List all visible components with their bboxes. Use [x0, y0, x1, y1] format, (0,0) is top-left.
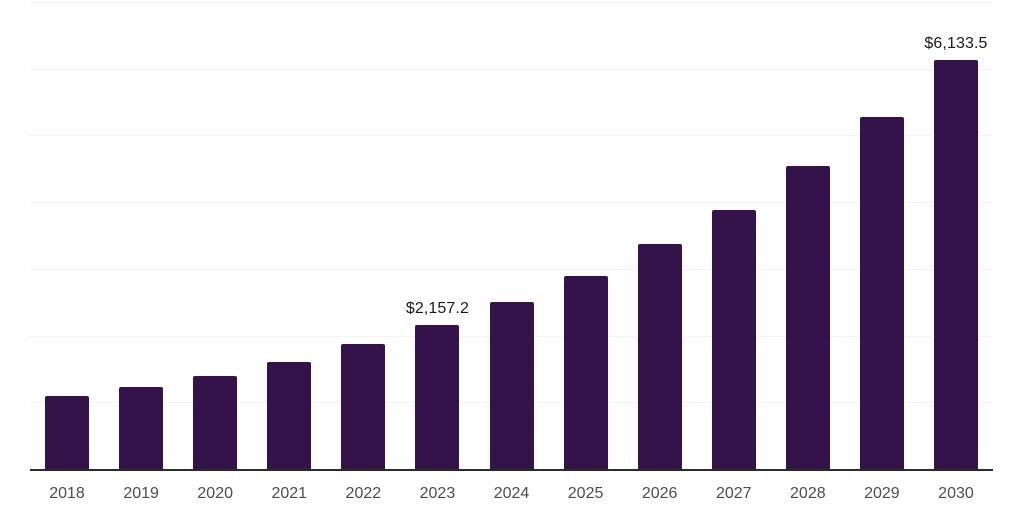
bar-2019[interactable]: [119, 386, 164, 469]
bar-slot-2022: [326, 2, 400, 469]
data-label-2030: $6,133.5: [924, 34, 988, 52]
x-tick-2029: 2029: [864, 485, 900, 502]
bar-slot-2019: [104, 2, 178, 469]
bar-slot-2024: [474, 2, 548, 469]
bar-2029[interactable]: [859, 116, 904, 469]
x-axis-line: [30, 469, 993, 471]
x-tick-2025: 2025: [567, 485, 604, 502]
bar-2021[interactable]: [267, 362, 312, 469]
bar-slot-2028: [771, 2, 845, 469]
bar-slot-2025: [549, 2, 623, 469]
x-tick-2020: 2020: [197, 485, 233, 502]
bar-2025[interactable]: [563, 275, 608, 469]
bar-2018[interactable]: [45, 396, 90, 469]
bar-slot-2023: $2,157.2: [400, 2, 474, 469]
x-tick-2028: 2028: [790, 485, 826, 502]
bar-2020[interactable]: [193, 376, 238, 469]
bar-slot-2026: [623, 2, 697, 469]
bar-2024[interactable]: [489, 302, 534, 469]
gridline-7000: [30, 2, 993, 3]
bar-slot-2020: [178, 2, 252, 469]
bar-2026[interactable]: [637, 244, 682, 469]
x-tick-2027: 2027: [715, 485, 752, 502]
bar-slot-2027: [697, 2, 771, 469]
bar-2030[interactable]: [933, 59, 978, 469]
bar-2027[interactable]: [711, 209, 756, 469]
bar-slot-2018: [30, 2, 104, 469]
gridline-3000: [30, 268, 993, 270]
gridline-5000: [30, 135, 993, 137]
gridline-6000: [30, 68, 993, 70]
x-tick-2030: 2030: [938, 485, 974, 502]
bar-slot-2029: [845, 2, 919, 469]
x-tick-2024: 2024: [493, 485, 530, 502]
x-axis-labels: 2018 2019 2020 2021 2022 2023 2024 2025 2026 2027…: [30, 485, 993, 503]
x-tick-2019: 2019: [123, 485, 159, 502]
x-tick-2021: 2021: [271, 485, 308, 502]
bars-row: $2,157.2 $6,133.5: [30, 2, 993, 469]
plot-area: $2,157.2 $6,133.5: [30, 2, 993, 469]
bar-slot-2021: [252, 2, 326, 469]
bar-2022[interactable]: [341, 343, 386, 469]
x-tick-2018: 2018: [49, 485, 85, 502]
x-tick-2023: 2023: [419, 485, 456, 502]
data-label-2023: $2,157.2: [405, 300, 469, 318]
bar-2023[interactable]: [415, 325, 460, 469]
x-tick-2026: 2026: [641, 485, 678, 502]
x-tick-2022: 2022: [345, 485, 382, 502]
gridline-4000: [30, 202, 993, 204]
bar-slot-2030: $6,133.5: [919, 2, 993, 469]
bar-2028[interactable]: [785, 166, 830, 469]
